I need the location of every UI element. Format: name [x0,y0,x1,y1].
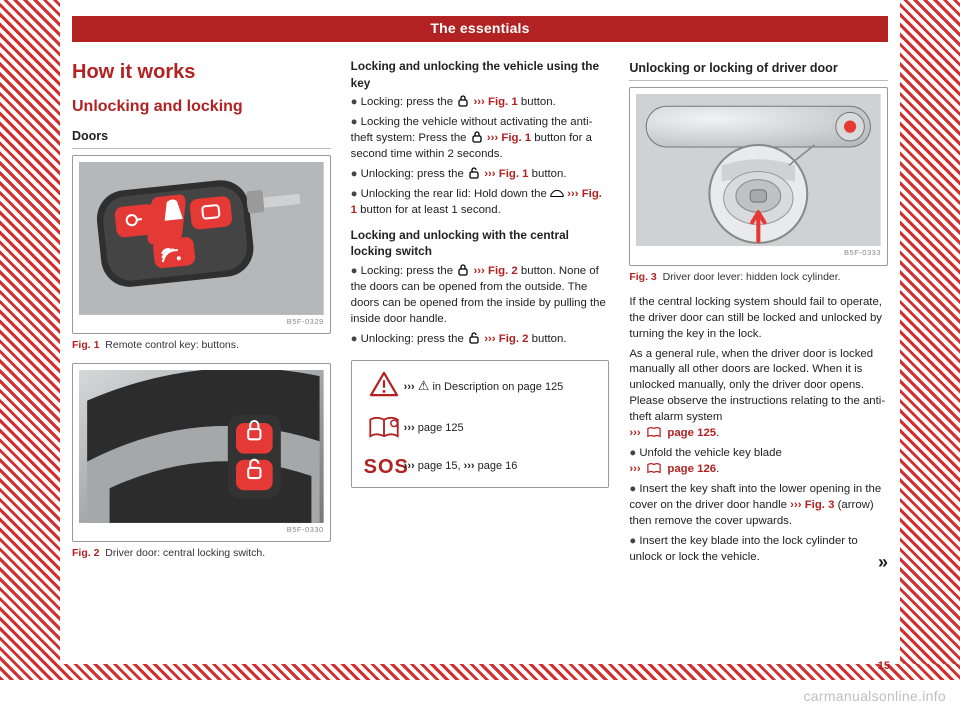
figure-1-num: Fig. 1 [72,339,99,351]
p-lock-switch: ●Locking: press the ››› Fig. 2 button. N… [351,264,610,328]
figure-2-caption: Fig. 2 Driver door: central locking swit… [72,546,331,561]
heading-key-lock: Locking and unlocking the vehicle using … [351,58,610,91]
figure-2-captext: Driver door: central locking switch. [105,547,265,559]
figure-1-svg [79,162,324,315]
figure-1-box: B5F-0329 [72,155,331,334]
figure-2-num: Fig. 2 [72,547,99,559]
hatch-bottom [0,664,960,680]
heading-doors: Doors [72,128,331,149]
warning-icon [364,371,404,402]
heading-central-switch: Locking and unlocking with the central l… [351,227,610,260]
p3-1: If the central locking system should fai… [629,295,888,343]
lock-open-icon [467,332,481,344]
lock-closed-icon [456,95,470,107]
heading-driver-door: Unlocking or locking of driver door [629,60,888,81]
p3-2: As a general rule, when the driver door … [629,347,888,443]
lock-open-icon [467,167,481,179]
book-inline-icon [647,462,661,474]
columns: How it works Unlocking and locking Doors [72,42,888,658]
figure-3-captext: Driver door lever: hidden lock cylinder. [663,271,841,283]
figure-1-captext: Remote control key: buttons. [105,339,239,351]
figure-2-box: B5F-0330 [72,363,331,542]
header-bar: The essentials [72,16,888,42]
figure-3-code: B5F-0333 [636,248,881,259]
p3-3: ●Unfold the vehicle key blade ››› page 1… [629,446,888,478]
page-content: The essentials How it works Unlocking an… [72,16,888,658]
figure-2-svg [79,370,324,523]
info-row-3: ››› page 15, ››› page 16 [404,459,597,474]
heading-how-it-works: How it works [72,58,331,86]
p-lock-noalarm: ●Locking the vehicle without activating … [351,115,610,163]
heading-unlock-lock: Unlocking and locking [72,96,331,118]
info-box: ››› ⚠ ››› in Description on page 125in D… [351,360,610,488]
figure-3-box: B5F-0333 [629,87,888,266]
p3-4: ●Insert the key shaft into the lower ope… [629,482,888,530]
column-3: Unlocking or locking of driver door [629,50,888,658]
column-2: Locking and unlocking the vehicle using … [351,50,610,658]
figure-1-caption: Fig. 1 Remote control key: buttons. [72,338,331,353]
book-inline-icon [647,426,661,438]
p-unlock-key: ●Unlocking: press the ››› Fig. 1 button. [351,167,610,183]
hatch-right [900,0,960,680]
column-1: How it works Unlocking and locking Doors [72,50,331,658]
figure-3-caption: Fig. 3 Driver door lever: hidden lock cy… [629,270,888,285]
p-rearlid: ●Unlocking the rear lid: Hold down the ›… [351,187,610,219]
figure-3-num: Fig. 3 [629,271,656,283]
hatch-left [0,0,60,680]
lock-closed-icon [470,131,484,143]
page-number: 15 [878,660,890,672]
figure-3-svg [636,94,881,247]
continue-icon: » [872,550,888,575]
p-lock-key: ●Locking: press the ››› Fig. 1 button. [351,95,610,111]
p-unlock-switch: ●Unlocking: press the ››› Fig. 2 button. [351,332,610,348]
figure-1-code: B5F-0329 [79,317,324,328]
p3-5: ●Insert the key blade into the lock cyli… [629,534,888,566]
book-icon [364,416,404,443]
info-row-1: ››› ⚠ ››› in Description on page 125in D… [404,377,597,395]
watermark: carmanualsonline.info [804,688,947,704]
trunk-icon [550,187,564,199]
lock-closed-icon [456,264,470,276]
sos-icon: SOS [364,457,404,477]
figure-2-code: B5F-0330 [79,525,324,536]
info-row-2: ››› page 125 [404,421,597,436]
